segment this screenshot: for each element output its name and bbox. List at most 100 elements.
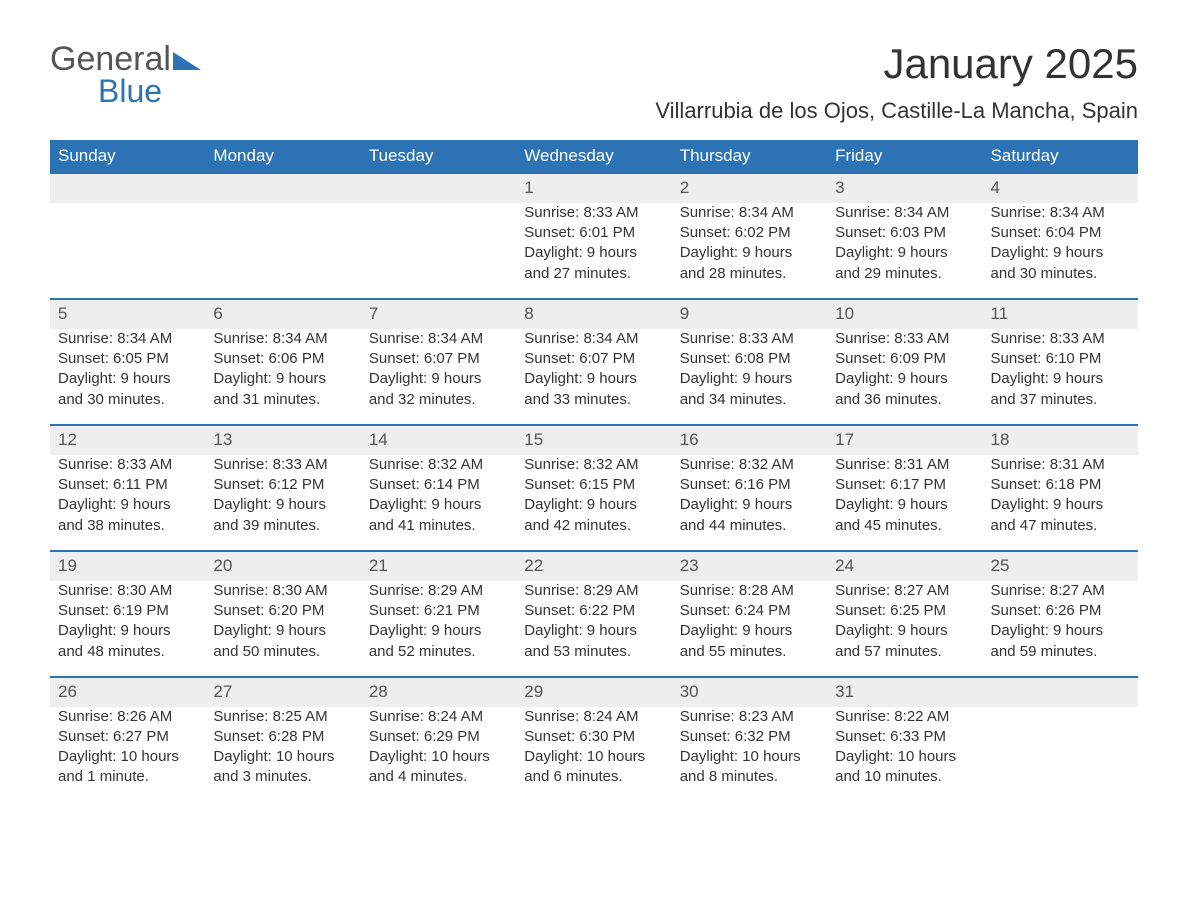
sunset-text: Sunset: 6:30 PM bbox=[524, 727, 663, 747]
sunrise-text: Sunrise: 8:34 AM bbox=[835, 203, 974, 223]
sunset-text: Sunset: 6:08 PM bbox=[680, 349, 819, 369]
day-number-cell: 13 bbox=[205, 425, 360, 455]
day-detail-cell: Sunrise: 8:23 AMSunset: 6:32 PMDaylight:… bbox=[672, 707, 827, 802]
daylight-text: Daylight: 9 hours and 38 minutes. bbox=[58, 495, 197, 536]
day-detail-cell: Sunrise: 8:32 AMSunset: 6:16 PMDaylight:… bbox=[672, 455, 827, 551]
sunrise-text: Sunrise: 8:31 AM bbox=[835, 455, 974, 475]
sunrise-text: Sunrise: 8:28 AM bbox=[680, 581, 819, 601]
day-detail-cell: Sunrise: 8:27 AMSunset: 6:25 PMDaylight:… bbox=[827, 581, 982, 677]
day-number-cell: 4 bbox=[983, 173, 1138, 203]
day-number-row: 1234 bbox=[50, 173, 1138, 203]
sunset-text: Sunset: 6:29 PM bbox=[369, 727, 508, 747]
sunrise-text: Sunrise: 8:23 AM bbox=[680, 707, 819, 727]
calendar-table: Sunday Monday Tuesday Wednesday Thursday… bbox=[50, 140, 1138, 802]
daylight-text: Daylight: 10 hours and 6 minutes. bbox=[524, 747, 663, 788]
day-number-cell bbox=[50, 173, 205, 203]
day-detail-cell: Sunrise: 8:33 AMSunset: 6:11 PMDaylight:… bbox=[50, 455, 205, 551]
sunset-text: Sunset: 6:24 PM bbox=[680, 601, 819, 621]
day-number-cell: 19 bbox=[50, 551, 205, 581]
day-detail-cell: Sunrise: 8:33 AMSunset: 6:10 PMDaylight:… bbox=[983, 329, 1138, 425]
day-number-cell bbox=[983, 677, 1138, 707]
day-header-row: Sunday Monday Tuesday Wednesday Thursday… bbox=[50, 140, 1138, 173]
day-number-cell: 15 bbox=[516, 425, 671, 455]
day-detail-row: Sunrise: 8:33 AMSunset: 6:11 PMDaylight:… bbox=[50, 455, 1138, 551]
day-detail-cell: Sunrise: 8:33 AMSunset: 6:09 PMDaylight:… bbox=[827, 329, 982, 425]
sunrise-text: Sunrise: 8:26 AM bbox=[58, 707, 197, 727]
sunset-text: Sunset: 6:19 PM bbox=[58, 601, 197, 621]
daylight-text: Daylight: 9 hours and 32 minutes. bbox=[369, 369, 508, 410]
day-header: Sunday bbox=[50, 140, 205, 173]
daylight-text: Daylight: 9 hours and 39 minutes. bbox=[213, 495, 352, 536]
daylight-text: Daylight: 9 hours and 30 minutes. bbox=[58, 369, 197, 410]
sunset-text: Sunset: 6:10 PM bbox=[991, 349, 1130, 369]
day-number-cell: 17 bbox=[827, 425, 982, 455]
day-detail-cell: Sunrise: 8:25 AMSunset: 6:28 PMDaylight:… bbox=[205, 707, 360, 802]
day-detail-cell: Sunrise: 8:32 AMSunset: 6:14 PMDaylight:… bbox=[361, 455, 516, 551]
daylight-text: Daylight: 10 hours and 4 minutes. bbox=[369, 747, 508, 788]
day-number-cell: 30 bbox=[672, 677, 827, 707]
day-detail-cell: Sunrise: 8:34 AMSunset: 6:06 PMDaylight:… bbox=[205, 329, 360, 425]
sunset-text: Sunset: 6:12 PM bbox=[213, 475, 352, 495]
daylight-text: Daylight: 9 hours and 33 minutes. bbox=[524, 369, 663, 410]
sunrise-text: Sunrise: 8:34 AM bbox=[369, 329, 508, 349]
sunrise-text: Sunrise: 8:33 AM bbox=[680, 329, 819, 349]
day-number-cell: 11 bbox=[983, 299, 1138, 329]
daylight-text: Daylight: 9 hours and 50 minutes. bbox=[213, 621, 352, 662]
sunset-text: Sunset: 6:09 PM bbox=[835, 349, 974, 369]
daylight-text: Daylight: 10 hours and 8 minutes. bbox=[680, 747, 819, 788]
sunset-text: Sunset: 6:22 PM bbox=[524, 601, 663, 621]
sunrise-text: Sunrise: 8:30 AM bbox=[213, 581, 352, 601]
sunset-text: Sunset: 6:06 PM bbox=[213, 349, 352, 369]
sunrise-text: Sunrise: 8:30 AM bbox=[58, 581, 197, 601]
sunrise-text: Sunrise: 8:32 AM bbox=[680, 455, 819, 475]
daylight-text: Daylight: 9 hours and 34 minutes. bbox=[680, 369, 819, 410]
sunrise-text: Sunrise: 8:33 AM bbox=[213, 455, 352, 475]
location-text: Villarrubia de los Ojos, Castille-La Man… bbox=[655, 98, 1138, 124]
brand-logo: General Blue bbox=[50, 40, 201, 110]
day-number-row: 262728293031 bbox=[50, 677, 1138, 707]
day-header: Thursday bbox=[672, 140, 827, 173]
sunset-text: Sunset: 6:02 PM bbox=[680, 223, 819, 243]
day-number-cell: 2 bbox=[672, 173, 827, 203]
day-number-cell: 18 bbox=[983, 425, 1138, 455]
day-detail-cell: Sunrise: 8:27 AMSunset: 6:26 PMDaylight:… bbox=[983, 581, 1138, 677]
title-block: January 2025 Villarrubia de los Ojos, Ca… bbox=[655, 40, 1138, 134]
daylight-text: Daylight: 9 hours and 48 minutes. bbox=[58, 621, 197, 662]
daylight-text: Daylight: 9 hours and 29 minutes. bbox=[835, 243, 974, 284]
sunrise-text: Sunrise: 8:29 AM bbox=[524, 581, 663, 601]
day-detail-cell: Sunrise: 8:33 AMSunset: 6:08 PMDaylight:… bbox=[672, 329, 827, 425]
day-number-cell: 6 bbox=[205, 299, 360, 329]
sunset-text: Sunset: 6:04 PM bbox=[991, 223, 1130, 243]
sunrise-text: Sunrise: 8:29 AM bbox=[369, 581, 508, 601]
day-number-cell bbox=[205, 173, 360, 203]
sunset-text: Sunset: 6:07 PM bbox=[369, 349, 508, 369]
day-detail-cell: Sunrise: 8:30 AMSunset: 6:20 PMDaylight:… bbox=[205, 581, 360, 677]
day-number-cell: 12 bbox=[50, 425, 205, 455]
daylight-text: Daylight: 10 hours and 1 minute. bbox=[58, 747, 197, 788]
day-detail-cell: Sunrise: 8:34 AMSunset: 6:07 PMDaylight:… bbox=[516, 329, 671, 425]
day-detail-cell: Sunrise: 8:28 AMSunset: 6:24 PMDaylight:… bbox=[672, 581, 827, 677]
day-detail-cell: Sunrise: 8:24 AMSunset: 6:29 PMDaylight:… bbox=[361, 707, 516, 802]
daylight-text: Daylight: 10 hours and 3 minutes. bbox=[213, 747, 352, 788]
sunrise-text: Sunrise: 8:31 AM bbox=[991, 455, 1130, 475]
day-detail-cell: Sunrise: 8:33 AMSunset: 6:01 PMDaylight:… bbox=[516, 203, 671, 299]
day-number-cell: 9 bbox=[672, 299, 827, 329]
day-detail-cell: Sunrise: 8:30 AMSunset: 6:19 PMDaylight:… bbox=[50, 581, 205, 677]
daylight-text: Daylight: 10 hours and 10 minutes. bbox=[835, 747, 974, 788]
daylight-text: Daylight: 9 hours and 44 minutes. bbox=[680, 495, 819, 536]
day-number-row: 567891011 bbox=[50, 299, 1138, 329]
sunrise-text: Sunrise: 8:25 AM bbox=[213, 707, 352, 727]
day-detail-cell bbox=[361, 203, 516, 299]
sunrise-text: Sunrise: 8:33 AM bbox=[835, 329, 974, 349]
sunset-text: Sunset: 6:28 PM bbox=[213, 727, 352, 747]
day-header: Tuesday bbox=[361, 140, 516, 173]
sunset-text: Sunset: 6:18 PM bbox=[991, 475, 1130, 495]
day-number-cell: 27 bbox=[205, 677, 360, 707]
daylight-text: Daylight: 9 hours and 47 minutes. bbox=[991, 495, 1130, 536]
day-number-row: 12131415161718 bbox=[50, 425, 1138, 455]
day-detail-cell: Sunrise: 8:34 AMSunset: 6:05 PMDaylight:… bbox=[50, 329, 205, 425]
logo-blue-text: Blue bbox=[98, 73, 201, 110]
day-number-cell: 21 bbox=[361, 551, 516, 581]
daylight-text: Daylight: 9 hours and 57 minutes. bbox=[835, 621, 974, 662]
sunset-text: Sunset: 6:20 PM bbox=[213, 601, 352, 621]
